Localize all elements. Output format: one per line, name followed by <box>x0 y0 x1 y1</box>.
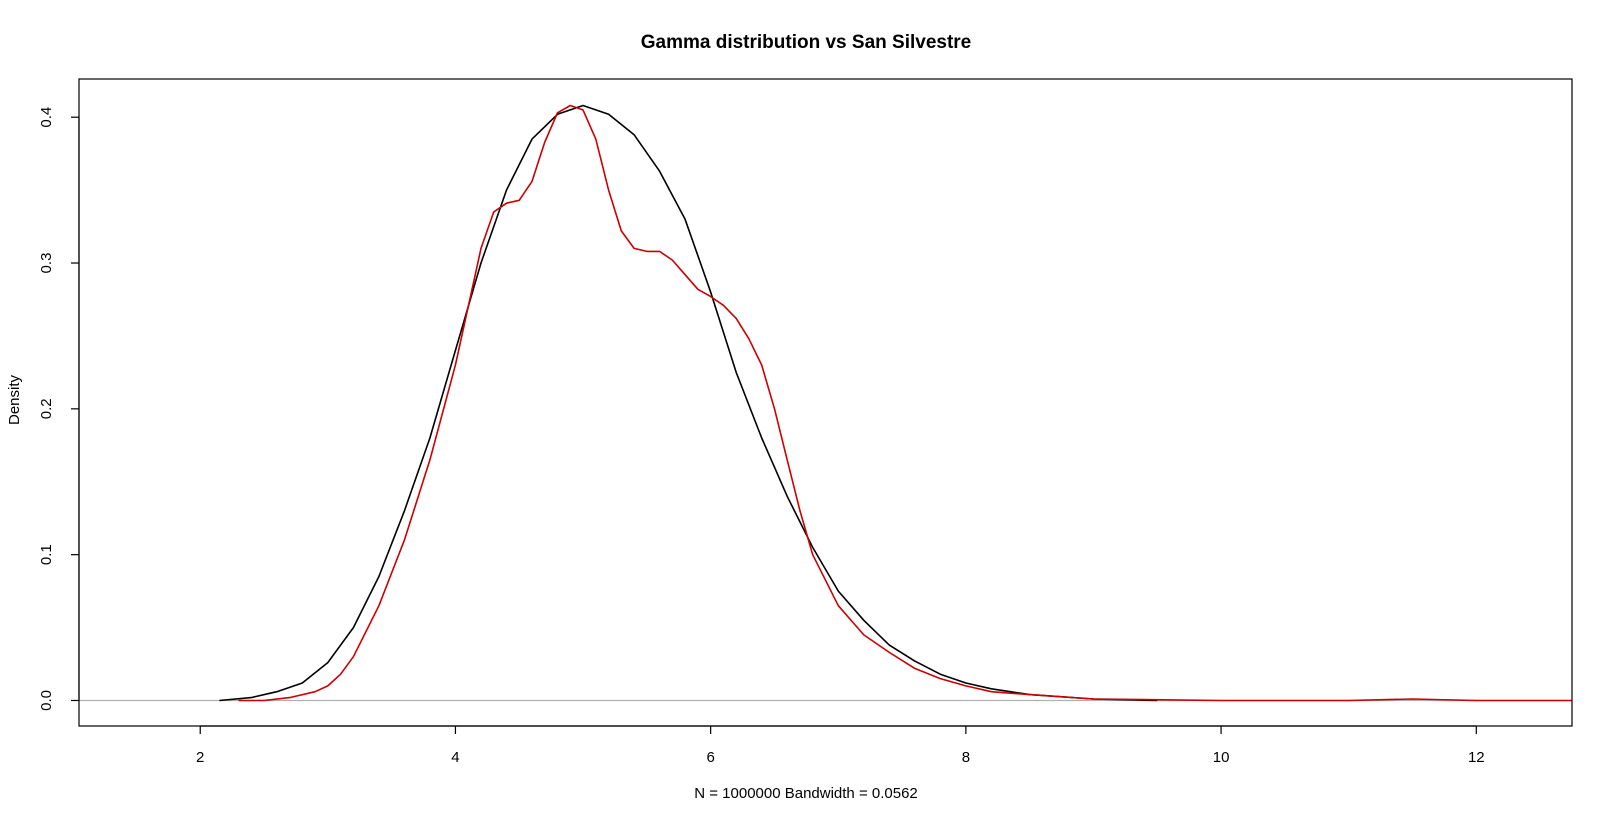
chart-title: Gamma distribution vs San Silvestre <box>641 32 972 53</box>
x-tick-label: 10 <box>1213 749 1230 766</box>
x-axis: 2 4 6 8 10 12 <box>196 725 1485 766</box>
plot-frame <box>78 78 1573 727</box>
y-tick-label: 0.0 <box>38 690 55 711</box>
x-axis-label: N = 1000000 Bandwidth = 0.0562 <box>694 785 918 802</box>
series-line-1 <box>219 104 1158 702</box>
y-tick-label: 0.2 <box>38 398 55 419</box>
y-axis-label: Density <box>6 374 23 425</box>
series-line-2 <box>238 104 1572 702</box>
x-tick-label: 6 <box>706 749 714 766</box>
series-layer <box>219 104 1572 702</box>
y-tick-label: 0.3 <box>38 253 55 274</box>
x-tick-label: 2 <box>196 749 204 766</box>
y-tick-label: 0.4 <box>38 107 55 128</box>
x-tick-label: 4 <box>451 749 459 766</box>
y-tick-label: 0.1 <box>38 544 55 565</box>
x-tick-label: 12 <box>1468 749 1485 766</box>
x-tick-label: 8 <box>962 749 970 766</box>
y-axis: 0.0 0.1 0.2 0.3 0.4 <box>38 107 80 711</box>
